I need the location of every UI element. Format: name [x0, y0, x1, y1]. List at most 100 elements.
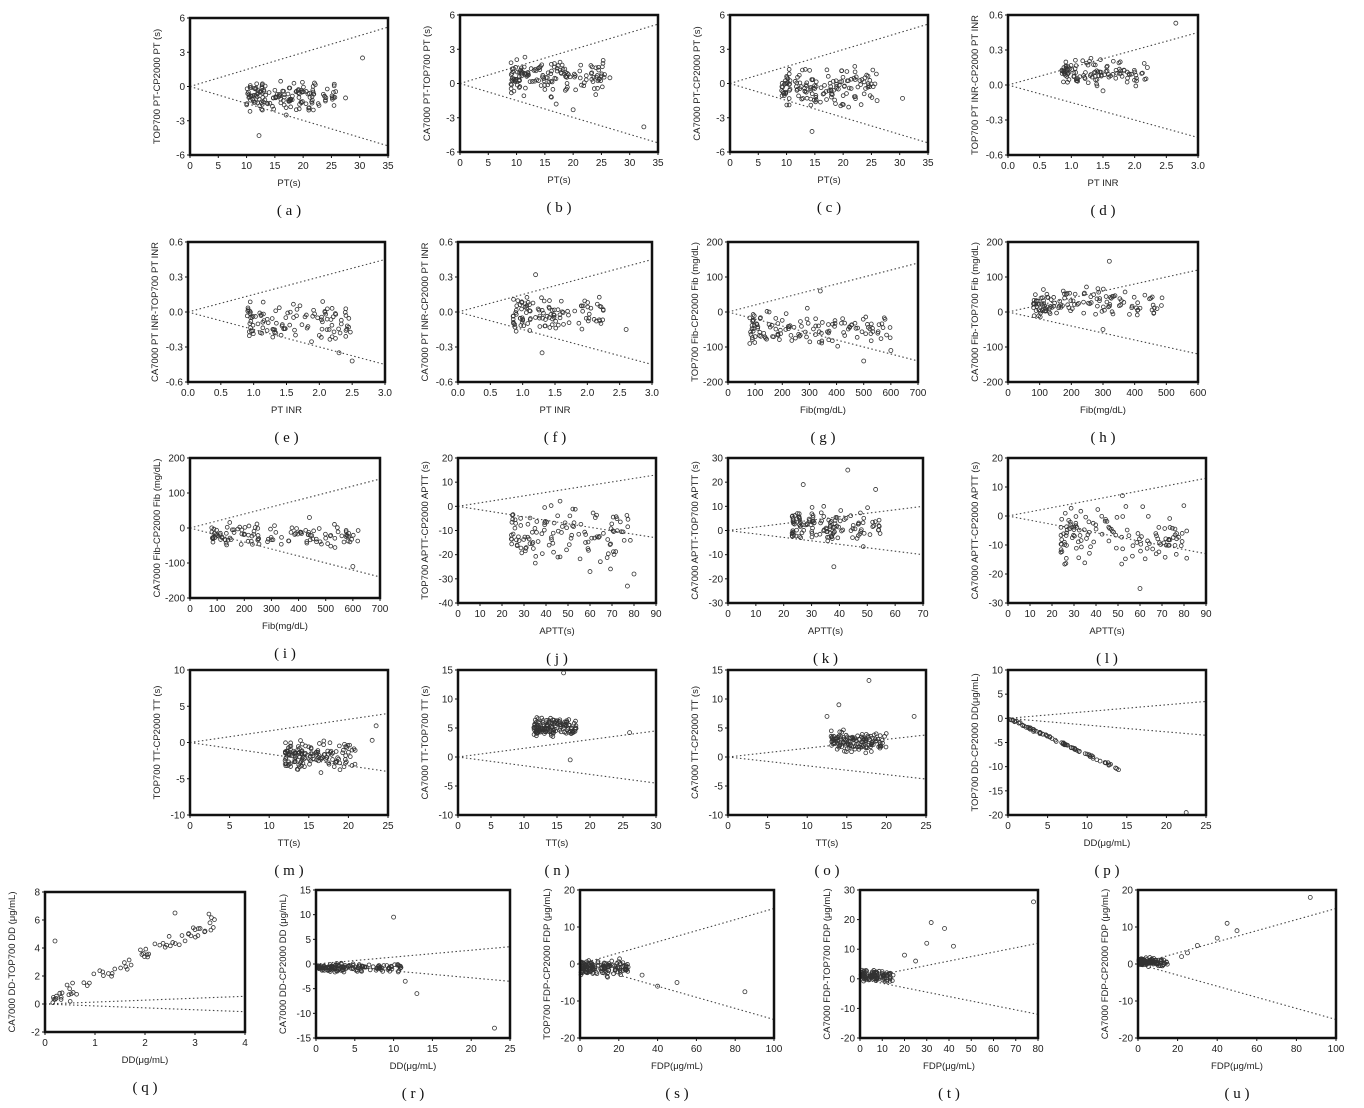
agreement-limit-line — [457, 730, 657, 758]
y-tick-label: -30 — [709, 599, 724, 610]
data-point — [282, 761, 288, 767]
data-point — [260, 299, 266, 305]
data-point — [555, 513, 560, 519]
data-point — [769, 323, 775, 328]
data-point — [805, 321, 811, 326]
data-point — [1078, 508, 1084, 514]
data-point — [1161, 540, 1167, 546]
data-point — [837, 729, 843, 735]
panel-caption: ( l ) — [1096, 651, 1118, 667]
panel-caption: ( q ) — [133, 1080, 158, 1096]
data-point — [360, 55, 365, 61]
data-point — [1163, 536, 1169, 542]
data-point — [598, 559, 603, 564]
x-tick-label: 0 — [577, 1044, 583, 1055]
data-point — [826, 337, 832, 343]
x-tick-label: 1.0 — [1064, 161, 1078, 172]
data-point — [833, 78, 839, 84]
data-point — [247, 299, 253, 305]
data-point — [346, 316, 352, 321]
data-point — [880, 325, 886, 330]
data-point — [840, 527, 846, 533]
data-point — [863, 745, 869, 751]
data-point — [206, 911, 212, 917]
data-point — [864, 975, 869, 980]
data-point — [1073, 78, 1079, 83]
data-point — [292, 754, 298, 760]
data-point — [325, 967, 330, 972]
data-point — [863, 331, 869, 337]
panel-caption: ( k ) — [813, 651, 838, 667]
data-point — [1127, 72, 1132, 78]
data-point — [796, 331, 801, 337]
data-point — [607, 542, 613, 547]
panel-caption: ( t ) — [938, 1086, 960, 1102]
data-point — [279, 535, 284, 540]
data-point — [524, 305, 529, 311]
data-point — [611, 971, 616, 977]
x-tick-label: 15 — [539, 158, 551, 169]
data-point — [273, 330, 279, 336]
panel-t: 0 10 20 30 40 50 60 70 803020100-10-20FDP(μg/mL)… — [822, 886, 1044, 1103]
x-tick-label: 35 — [652, 158, 664, 169]
x-tick-label: 2.5 — [1159, 161, 1173, 172]
data-point — [845, 326, 851, 332]
data-point — [273, 308, 278, 314]
data-point — [269, 316, 275, 321]
data-point — [842, 517, 847, 522]
data-point — [911, 714, 917, 719]
data-point — [750, 337, 755, 342]
y-tick-label: -0.6 — [986, 151, 1004, 162]
data-point — [323, 98, 328, 104]
data-point — [527, 317, 533, 322]
data-point — [852, 64, 858, 69]
x-tick-label: 70 — [917, 609, 929, 620]
data-point — [1096, 73, 1101, 79]
data-point — [1159, 295, 1165, 301]
data-point — [1071, 70, 1077, 76]
y-tick-label: 100 — [986, 273, 1003, 284]
data-point — [319, 755, 325, 761]
data-point — [324, 755, 329, 760]
data-point — [511, 297, 516, 302]
data-point — [270, 334, 276, 340]
x-tick-label: 0.5 — [1033, 161, 1047, 172]
data-point — [609, 958, 615, 964]
data-point — [74, 991, 79, 997]
data-point — [609, 521, 615, 527]
data-point — [333, 89, 338, 94]
data-point — [340, 750, 345, 756]
data-point — [283, 740, 288, 746]
y-tick-label: 0.3 — [989, 46, 1003, 57]
data-point — [787, 86, 793, 92]
data-point — [542, 87, 548, 92]
agreement-limit-line — [729, 23, 929, 85]
data-point — [253, 85, 259, 91]
data-point — [573, 726, 579, 731]
data-point — [321, 92, 326, 97]
data-point — [813, 99, 818, 105]
x-tick-label: 0 — [1005, 609, 1011, 620]
data-point — [590, 79, 596, 84]
data-point — [537, 729, 542, 735]
data-point — [818, 85, 824, 91]
data-point — [346, 534, 351, 539]
data-point — [513, 307, 519, 313]
x-tick-label: 700 — [372, 604, 389, 615]
data-point — [318, 770, 324, 775]
data-point — [550, 530, 556, 536]
data-point — [1126, 533, 1132, 538]
data-point — [1042, 303, 1047, 309]
data-point — [310, 753, 316, 759]
data-point — [553, 728, 558, 734]
data-point — [511, 88, 517, 94]
data-point — [518, 516, 523, 521]
data-point — [539, 308, 545, 313]
data-point — [796, 93, 801, 99]
data-point — [230, 527, 235, 533]
x-tick-label: 20 — [778, 609, 790, 620]
data-point — [570, 506, 576, 512]
data-point — [190, 925, 196, 931]
